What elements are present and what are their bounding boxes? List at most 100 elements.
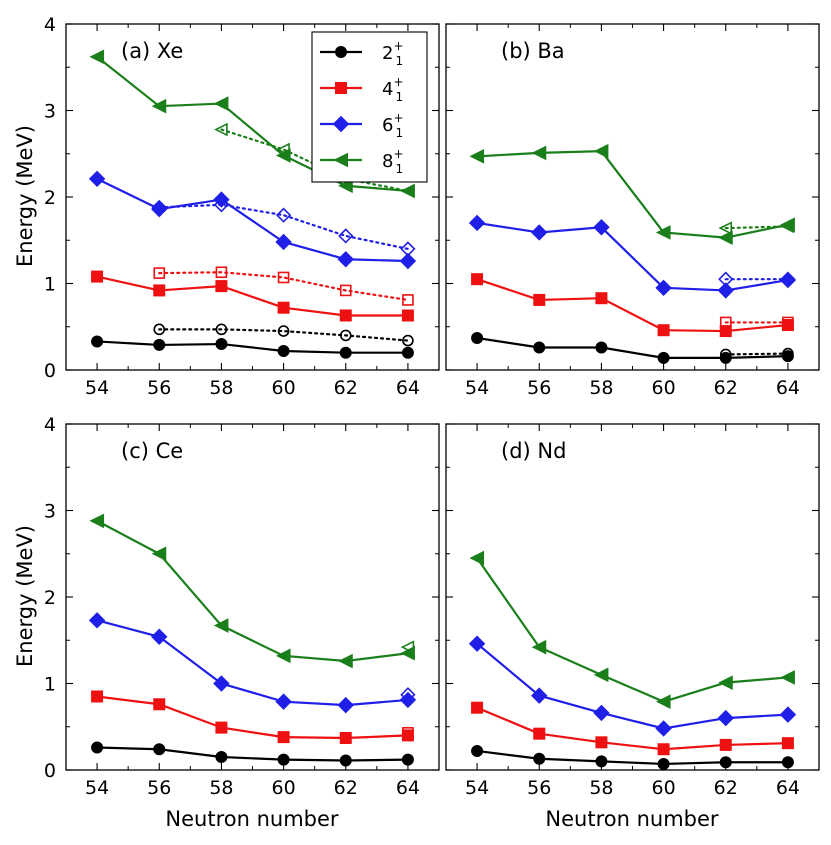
data-point-2 (657, 757, 670, 770)
x-tick-label: 54 (465, 777, 489, 799)
exp-point-2 (153, 323, 166, 336)
series-line-4 (476, 706, 788, 751)
data-point-6 (88, 170, 106, 188)
y-tick-label: 1 (44, 674, 56, 696)
data-point-8 (151, 98, 167, 114)
data-point-6 (717, 709, 734, 727)
exp-point-6 (275, 207, 292, 223)
data-point-8 (89, 513, 105, 529)
y-axis-title-top: Energy (MeV) (13, 125, 37, 267)
data-point-4 (595, 292, 608, 305)
data-point-2 (277, 753, 290, 766)
y-tick-label: 2 (44, 587, 56, 609)
data-point-6 (337, 696, 354, 714)
exp-point-2 (402, 334, 414, 347)
data-point-4 (215, 280, 228, 293)
data-point-2 (781, 756, 794, 769)
x-tick-label: 56 (527, 777, 551, 799)
data-point-2 (91, 335, 104, 348)
data-point-2 (153, 743, 166, 756)
exp-line-8 (724, 225, 790, 230)
x-tick-label: 56 (147, 777, 171, 799)
x-tick-label: 58 (589, 777, 613, 799)
data-point-8 (151, 546, 167, 562)
legend: 2+ 1 4+ 1 6+ 1 8+ 1 (311, 31, 428, 183)
series-line-6 (96, 619, 409, 707)
exp-point-6 (338, 228, 354, 244)
data-point-8 (718, 230, 733, 245)
exp-point-4 (402, 727, 414, 739)
data-point-6 (655, 720, 672, 737)
data-point-8 (593, 143, 609, 159)
series-line-2 (97, 340, 408, 354)
data-point-4 (339, 731, 352, 744)
x-tick-label: 58 (209, 777, 233, 799)
data-point-4 (781, 737, 794, 750)
exp-point-8 (276, 142, 290, 157)
panel-3: 54 56 58 60 62 64 0 1 2 3 4 (c) Ce (44, 414, 440, 799)
data-point-6 (213, 191, 230, 208)
y-tick-label: 3 (44, 501, 56, 523)
series-line-2 (476, 749, 788, 766)
series-line-4 (96, 275, 408, 317)
data-point-4 (533, 727, 546, 740)
data-point-4 (781, 319, 794, 332)
data-point-8 (718, 675, 733, 690)
x-tick-label: 62 (714, 377, 738, 399)
x-tick-label: 58 (589, 377, 613, 399)
data-point-6 (717, 282, 734, 299)
series-line-6 (96, 177, 408, 263)
exp-line-4 (158, 271, 410, 302)
series-line-8 (96, 519, 409, 663)
exp-point-4 (339, 284, 352, 297)
data-point-6 (275, 233, 292, 251)
data-point-4 (277, 301, 290, 314)
data-point-2 (339, 754, 352, 767)
exp-point-8 (718, 221, 733, 235)
panel-2: 54 56 58 60 62 64 (b) Ba (445, 23, 820, 399)
exp-point-4 (153, 267, 166, 279)
exp-point-2 (782, 347, 794, 360)
x-tick-label: 56 (147, 377, 171, 399)
exp-point-2 (277, 325, 290, 337)
exp-point-6 (151, 199, 167, 216)
data-point-2 (215, 751, 228, 764)
exp-line-2 (724, 352, 790, 356)
data-point-4 (401, 729, 414, 742)
plot-frame (445, 23, 820, 371)
y-tick-label: 0 (44, 760, 56, 782)
data-point-8 (655, 225, 671, 240)
series-line-6 (476, 221, 789, 292)
legend-marker-6 (332, 115, 350, 133)
data-point-6 (399, 252, 417, 270)
data-point-4 (719, 738, 732, 751)
series-line-4 (96, 695, 408, 740)
panel-label: (d) Nd (501, 439, 566, 463)
x-tick-label: 60 (271, 777, 295, 799)
x-tick-label: 62 (334, 777, 358, 799)
data-point-8 (469, 550, 485, 566)
panel-label: (b) Ba (501, 39, 565, 63)
legend-entry-4: 4+ 1 (382, 75, 404, 104)
y-tick-label: 2 (44, 187, 56, 209)
data-point-6 (593, 219, 610, 236)
exp-line-2 (158, 328, 410, 342)
data-point-2 (401, 753, 414, 766)
exp-point-6 (213, 197, 230, 213)
exp-point-4 (277, 271, 290, 284)
x-tick-label: 54 (85, 377, 109, 399)
series-line-6 (476, 642, 788, 730)
x-tick-label: 54 (85, 777, 109, 799)
exp-point-6 (718, 271, 734, 287)
data-point-2 (215, 338, 228, 351)
data-point-6 (88, 612, 106, 629)
data-point-6 (275, 693, 292, 710)
x-tick-label: 56 (527, 377, 551, 399)
exp-point-2 (215, 323, 228, 336)
exp-point-2 (719, 348, 732, 361)
exp-point-2 (339, 329, 352, 342)
y-axis-title-bottom: Energy (MeV) (13, 525, 37, 667)
data-point-6 (399, 691, 417, 709)
data-point-2 (657, 351, 670, 364)
data-point-2 (533, 341, 546, 354)
